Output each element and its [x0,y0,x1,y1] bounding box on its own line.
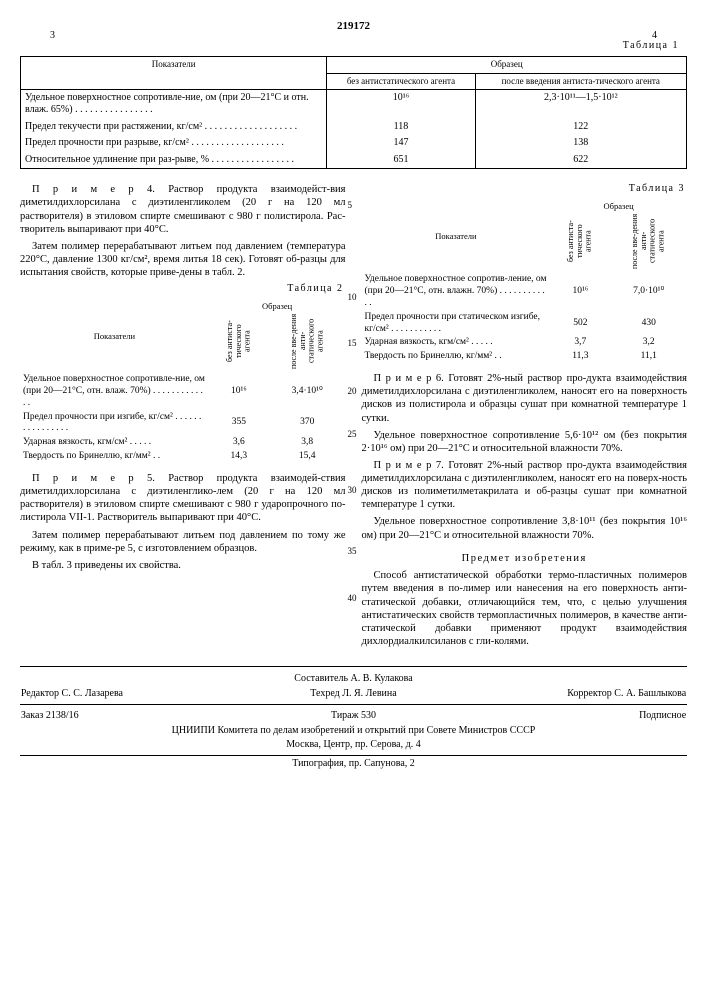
t2-header-indicator: Показатели [20,300,209,373]
footer-org: ЦНИИПИ Комитета по делам изобретений и о… [20,724,687,738]
line-number: 25 [348,429,357,440]
table-row-label: Твердость по Бринеллю, кг/мм² . . [362,350,551,364]
table-cell: 622 [475,152,686,169]
line-number: 40 [348,593,357,604]
footer-order: Заказ 2138/16 Тираж 530 Подписное [20,709,687,723]
table-cell: 3,2 [610,336,687,350]
line-number: 10 [348,292,357,303]
table-cell: 10¹⁶ [327,89,475,119]
footer-tech: Техред Л. Я. Левина [243,687,463,701]
table-cell: 370 [269,411,346,437]
footer-sub: Подписное [466,709,686,723]
line-number: 5 [348,200,353,211]
table-cell: 122 [475,119,686,136]
t2-col2: после вве-дения анти-статического агента [269,312,346,373]
page-num-right: 4 [652,30,657,43]
para-result7: Удельное поверхностное сопротивление 3,8… [362,515,688,541]
table-row-label: Ударная вязкость, кгм/см² . . . . . [362,336,551,350]
table-cell: 430 [610,311,687,337]
footer: Составитель А. В. Кулакова Редактор С. С… [20,666,687,770]
table-cell: 7,0·10¹⁰ [610,273,687,311]
table1-label: Таблица 1 [20,40,679,53]
table-row-label: Удельное поверхностное сопротивле-ние, о… [20,373,209,411]
table2: Показатели Образец без антиста-тического… [20,300,346,464]
t1-header-sample: Образец [327,57,687,73]
table-row-label: Предел прочности при статическом изгибе,… [362,311,551,337]
table-cell: 2,3·10¹¹—1,5·10¹² [475,89,686,119]
para-example7: П р и м е р 7. Готовят 2%-ный раствор пр… [362,459,688,512]
footer-editors: Редактор С. С. Лазарева Техред Л. Я. Лев… [20,687,687,701]
table-cell: 14,3 [209,450,269,464]
t2-col1: без антиста-тического агента [209,312,269,373]
table-row-label: Предел прочности при изгибе, кг/см² . . … [20,411,209,437]
table-cell: 11,1 [610,350,687,364]
table-row-label: Предел текучести при растяжении, кг/см² … [21,119,327,136]
table-cell: 10¹⁶ [209,373,269,411]
para-example4: П р и м е р 4. Раствор продукта взаимоде… [20,183,346,236]
t3-header-sample: Образец [550,200,687,213]
page: 3 219172 4 Таблица 1 Показатели Образец … [20,20,687,770]
page-num-left: 3 [50,30,55,43]
table-cell: 15,4 [269,450,346,464]
table-cell: 3,6 [209,436,269,450]
left-column: П р и м е р 4. Раствор продукта взаимоде… [20,179,346,652]
subject-heading: Предмет изобретения [362,552,688,565]
para-example5: П р и м е р 5. Раствор продукта взаимоде… [20,472,346,525]
t3-header-indicator: Показатели [362,200,551,273]
table-row-label: Удельное поверхностное сопротивле-ние, о… [21,89,327,119]
line-number: 15 [348,338,357,349]
footer-address: Москва, Центр, пр. Серова, д. 4 [20,738,687,756]
para-claim: Способ антистатической обработки термо-п… [362,569,688,648]
para-process5: Затем полимер перерабатывают литьем под … [20,529,346,555]
table-row-label: Относительное удлинение при раз-рыве, % … [21,152,327,169]
para-result6: Удельное поверхностное сопротивление 5,6… [362,429,688,455]
table-cell: 651 [327,152,475,169]
table3-label: Таблица 3 [364,183,686,196]
footer-tiraz: Тираж 530 [243,709,463,723]
t1-header-indicator: Показатели [21,57,327,90]
line-number: 20 [348,386,357,397]
footer-compiler: Составитель А. В. Кулакова [20,672,687,686]
table-cell: 502 [550,311,610,337]
table-cell: 355 [209,411,269,437]
footer-corrector: Корректор С. А. Башлыкова [466,687,686,701]
t2-header-sample: Образец [209,300,346,313]
para-ref-t3: В табл. 3 приведены их свойства. [20,559,346,572]
table-cell: 147 [327,135,475,152]
table-cell: 3,8 [269,436,346,450]
table-cell: 3,7 [550,336,610,350]
t1-col1: без антистатического агента [327,73,475,89]
para-example6: П р и м е р 6. Готовят 2%-ный раствор пр… [362,372,688,425]
para-process4: Затем полимер перерабатывают литьем под … [20,240,346,279]
table-cell: 10¹⁶ [550,273,610,311]
table3: Показатели Образец без антиста-тического… [362,200,688,364]
line-number: 30 [348,485,357,496]
table-row-label: Удельное поверхностное сопротив-ление, о… [362,273,551,311]
table-cell: 118 [327,119,475,136]
two-column-area: П р и м е р 4. Раствор продукта взаимоде… [20,179,687,652]
t3-col2: после вве-дения анти-статического агента [610,212,687,273]
footer-editor: Редактор С. С. Лазарева [21,687,241,701]
table-row-label: Предел прочности при разрыве, кг/см² . .… [21,135,327,152]
table-cell: 11,3 [550,350,610,364]
right-column: Таблица 3 5 Показатели Образец без антис… [362,179,688,652]
line-number: 35 [348,546,357,557]
footer-print: Типография, пр. Сапунова, 2 [20,757,687,771]
t1-col2: после введения антиста-тического агента [475,73,686,89]
t3-col1: без антиста-тического агента [550,212,610,273]
document-number: 219172 [337,20,370,34]
table-row-label: Ударная вязкость, кгм/см² . . . . . [20,436,209,450]
header-row: 3 219172 4 [20,20,687,34]
table2-label: Таблица 2 [22,283,344,296]
footer-order-num: Заказ 2138/16 [21,709,241,723]
table-cell: 3,4·10¹⁰ [269,373,346,411]
table-row-label: Твердость по Бринеллю, кг/мм² . . [20,450,209,464]
table-cell: 138 [475,135,686,152]
table1: Показатели Образец без антистатического … [20,56,687,169]
